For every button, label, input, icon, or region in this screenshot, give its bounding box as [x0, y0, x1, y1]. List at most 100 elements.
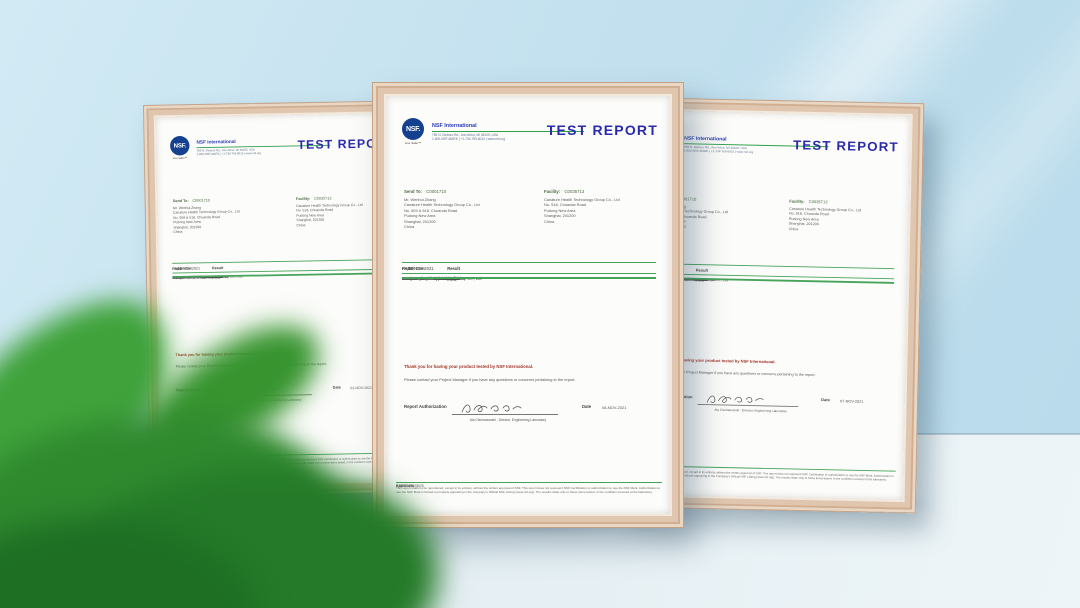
row-label: Trade Designation	[426, 276, 460, 282]
result-row: Result PASS Report Date 08-NOV-2021	[402, 263, 656, 273]
signature-scribble-icon	[706, 395, 764, 403]
send-to-line: Shanghai, 201200	[404, 218, 436, 224]
facility-block: Facility: C0035713 Canature Health Techn…	[544, 189, 666, 224]
result-table: Result PASS Report Date 08-NOV-2021 Cust…	[402, 262, 656, 281]
certificate-frame-right: NSF. Live Safer™ NSF International 789 N…	[619, 97, 925, 514]
facility-label: Facility:	[544, 189, 561, 194]
send-to-line: Mr. Wenhui Zhang	[404, 196, 436, 202]
test-report-title: TEST REPORT	[546, 122, 658, 138]
row-label: Description	[439, 276, 460, 282]
send-to-line: China	[173, 229, 183, 234]
row-value: A-00383196	[402, 276, 425, 282]
certificate-footer: R20211105105625 A-00383196 Page 1 of 4 T…	[396, 482, 662, 494]
date-value: 01-NOV-2021	[350, 384, 372, 390]
row-label: Customer Name	[430, 276, 460, 282]
row-label: Tested To	[442, 276, 460, 282]
row-value: MengYu Qin	[402, 276, 425, 282]
footer-left-code: R20211105105625	[396, 484, 424, 488]
brand-name: NSF International	[432, 123, 477, 129]
nsf-tagline: Live Safer™	[404, 141, 422, 145]
brand-address-line2: 1-800-NSF-MARK | +1-734-769-8010 | www.n…	[432, 137, 505, 142]
row-label: Project Number	[431, 276, 460, 282]
brand-name: NSF International	[196, 139, 236, 146]
row-label: Test Type	[442, 276, 460, 282]
facility-line: No. 518, Chuanda Road	[544, 202, 586, 207]
send-to-line: No. 509 & 518, Chuanda Road	[404, 207, 458, 213]
thank-you-line: Thank you for having your product tested…	[404, 364, 534, 369]
result-value: PASS	[402, 265, 414, 271]
signature-scribble-icon	[461, 404, 522, 413]
send-to-line: Canature Health Technology Group Co., Lt…	[404, 202, 480, 207]
facility-heading: Facility: C0035713	[789, 199, 905, 206]
date-label: Date	[821, 397, 830, 403]
row-value: Pressure Vessel 14x65 4 inch inlet	[402, 276, 465, 282]
report-date-label: Report Date	[402, 265, 425, 271]
certificate-paper: NSF. Live Safer™ NSF International 789 N…	[386, 96, 670, 514]
send-to-block: Send To: C0001710 Mr. Wenhui Zhang Canat…	[404, 189, 532, 230]
row-label: Project Manager	[429, 276, 460, 282]
footer-disclaimer: This report shall not be reproduced, exc…	[396, 485, 661, 494]
send-to-heading: Send To: C0001710	[404, 189, 532, 194]
nsf-logo-icon: NSF.	[402, 118, 424, 140]
result-label: Result	[447, 265, 460, 271]
test-report-title: TEST REPORT	[792, 137, 899, 155]
frame-shadow	[385, 516, 685, 534]
facility-code: C0035713	[313, 195, 332, 201]
table-divider	[402, 262, 656, 264]
send-to-label: Send To:	[404, 189, 423, 194]
row-value: Pressure Vessel 14x65 4 inch inlet	[402, 276, 465, 282]
result-table: Result PASS Report Date 01-NOV-2021 Cust…	[172, 259, 396, 280]
footer-center-code: A-00383196	[396, 484, 414, 488]
table-rows: Customer Name Canature Health Technology …	[402, 274, 656, 281]
brand-address-line2: 1-800-NSF-MARK | +1-734-769-8010 | www.n…	[683, 148, 754, 155]
facility-heading: Facility: C0035713	[544, 189, 666, 194]
send-to-line: Pudong New Area	[404, 213, 436, 218]
facility-code: C0035713	[564, 189, 585, 194]
facility-line: China	[544, 218, 555, 224]
date-value: 08-NOV-2021	[602, 404, 627, 410]
facility-line: Shanghai, 201200	[544, 213, 576, 218]
signatory-caption: Ala Ciechanowski - Director, Engineering…	[714, 407, 787, 414]
certificate-frame-center: NSF. Live Safer™ NSF International 789 N…	[372, 82, 684, 528]
facility-line: Pudong New Area	[544, 207, 576, 213]
facility-label: Facility:	[789, 198, 805, 204]
report-date-value: 01-NOV-2021	[177, 265, 201, 271]
row-label: Job Number	[437, 276, 460, 282]
send-to-line: China	[404, 224, 415, 229]
signatory-caption: Ala Ciechanowski - Director, Engineering…	[469, 418, 547, 422]
row-value: 5 Year Testing	[402, 276, 428, 282]
nsf-tagline: Live Safer™	[172, 156, 188, 160]
date-label: Date	[332, 384, 341, 390]
brand-name: NSF International	[684, 135, 727, 143]
send-to-code: C0001710	[426, 189, 447, 194]
send-to-label: Send To:	[172, 198, 189, 204]
row-value: Canature Health Technology Group Co., Lt…	[402, 276, 482, 282]
row-value: W0555162	[402, 276, 422, 282]
report-date-value: 08-NOV-2021	[408, 265, 434, 271]
report-authorization-label: Report Authorization	[404, 404, 447, 409]
contact-line: Please contact your Project Manager if y…	[404, 377, 576, 382]
date-label: Date	[582, 404, 592, 409]
facility-line: China	[788, 225, 799, 231]
date-value: 07-NOV-2021	[840, 398, 864, 404]
footer-divider	[396, 482, 662, 483]
table-divider	[402, 273, 656, 275]
facility-code: C0035713	[808, 199, 828, 205]
send-to-block: Send To: C0001710 Mr. Wenhui Zhang Canat…	[173, 197, 286, 235]
brand-underline	[432, 130, 584, 132]
nsf-logo-icon: NSF.	[169, 135, 190, 156]
signature-line	[452, 396, 558, 415]
table-divider	[402, 277, 656, 279]
row-value: NSF/ANSI 44	[402, 276, 427, 282]
facility-label: Facility:	[295, 196, 311, 201]
send-to-code: C0001710	[192, 198, 210, 203]
facility-line: Canature Health Technology Group Co., Lt…	[544, 196, 620, 202]
send-to-heading: Send To: C0001710	[173, 197, 286, 203]
facility-block: Facility: C0035713 Canature Health Techn…	[789, 199, 906, 234]
footer-page-number: Page 1 of 4	[396, 484, 413, 488]
brand-address-line1: 789 N. Dixboro Rd., Ann Arbor, MI 48105,…	[432, 132, 499, 137]
brand-address-line2: 1-800-NSF-MARK | +1-734-769-8010 | www.n…	[196, 151, 261, 157]
certificate-paper: NSF. Live Safer™ NSF International 789 N…	[632, 110, 911, 501]
signature-line	[697, 387, 799, 407]
